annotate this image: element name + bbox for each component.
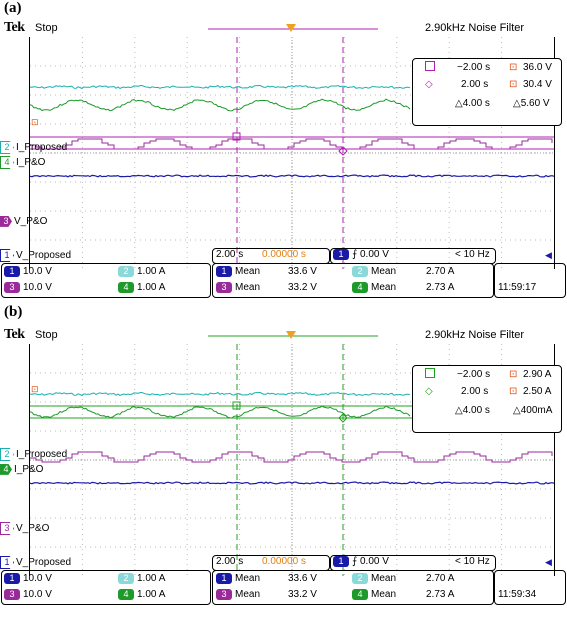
timebase[interactable]: 2.00 s bbox=[216, 556, 244, 567]
trigger-info[interactable]: 1 ⨍ 0.00 V bbox=[333, 248, 389, 262]
run-status[interactable]: Stop bbox=[35, 329, 58, 341]
cursor1-value: 36.0 V bbox=[523, 62, 552, 73]
cursor-square-marker bbox=[232, 401, 241, 410]
ref-marker-icon: ⊡ bbox=[31, 117, 39, 127]
scope-panel-a: Tek Stop 2.90kHz Noise Filter −2.00 s ⊡ … bbox=[0, 19, 567, 311]
trigger-level-arrow-icon: ◀ bbox=[545, 557, 552, 567]
ch2-scale: 2 1.00 A bbox=[118, 572, 165, 586]
scope-topbar: Tek Stop 2.90kHz Noise Filter bbox=[0, 19, 567, 37]
timeline-bar bbox=[208, 24, 378, 32]
scope-screen[interactable]: −2.00 s ⊡ 2.90 A ◇ 2.00 s ⊡ 2.50 A △4.00… bbox=[29, 344, 562, 576]
ch2-scale: 2 1.00 A bbox=[118, 265, 165, 279]
delay[interactable]: 0.00000 s bbox=[262, 249, 306, 260]
cursor1-time: −2.00 s bbox=[457, 369, 491, 380]
ch2-label: 2 I_Proposed bbox=[0, 141, 67, 154]
cursor2-value: 30.4 V bbox=[523, 79, 552, 90]
trigger-info[interactable]: 1 ⨍ 0.00 V bbox=[333, 555, 389, 569]
waveform-display bbox=[30, 37, 554, 269]
cursor-diamond-marker bbox=[338, 413, 348, 423]
ref-marker-icon: ⊡ bbox=[31, 384, 39, 394]
scope-topbar: Tek Stop 2.90kHz Noise Filter bbox=[0, 326, 567, 344]
clock-time: 11:59:17 bbox=[498, 282, 537, 293]
trigger-frequency: < 10 Hz bbox=[455, 249, 490, 260]
cursor-delta-value: △400mA bbox=[513, 405, 553, 416]
ch1-scale: 1 10.0 V bbox=[4, 265, 52, 279]
delay[interactable]: 0.00000 s bbox=[262, 556, 306, 567]
cursor-readout: −2.00 s ⊡ 2.90 A ◇ 2.00 s ⊡ 2.50 A △4.00… bbox=[412, 365, 562, 433]
cursor-readout: −2.00 s ⊡ 36.0 V ◇ 2.00 s ⊡ 30.4 V △4.00… bbox=[412, 58, 562, 126]
cursor1-square-icon bbox=[425, 61, 435, 71]
ch3-scale: 3 10.0 V bbox=[4, 588, 52, 602]
rising-edge-icon: ⨍ bbox=[352, 249, 358, 260]
trigger-position-icon bbox=[286, 24, 296, 32]
cursor1-square-icon bbox=[425, 368, 435, 378]
ch1-scale: 1 10.0 V bbox=[4, 572, 52, 586]
ch3-label: 3 V_P&O bbox=[0, 522, 49, 535]
ch2-mean: 2 Mean 2.70 A bbox=[352, 265, 454, 279]
trace-ch4 bbox=[30, 405, 411, 419]
trigger-frequency: < 10 Hz bbox=[455, 556, 490, 567]
ch1-label: 1 V_Proposed bbox=[0, 556, 71, 569]
trace-ch2 bbox=[30, 84, 411, 90]
trigger-level-arrow-icon: ◀ bbox=[545, 250, 552, 260]
cursor2-diamond-icon: ◇ bbox=[425, 79, 433, 90]
ch4-label: 4 I_P&O bbox=[0, 463, 43, 476]
timeline-bar bbox=[208, 331, 378, 339]
ch2-label: 2 I_Proposed bbox=[0, 448, 67, 461]
ch3-scale: 3 10.0 V bbox=[4, 281, 52, 295]
cursor-ch-icon: ⊡ bbox=[509, 386, 518, 397]
cursor1-value: 2.90 A bbox=[523, 369, 552, 380]
scope-panel-b: Tek Stop 2.90kHz Noise Filter −2.00 s ⊡ … bbox=[0, 326, 567, 618]
cursor2-diamond-icon: ◇ bbox=[425, 386, 433, 397]
cursor-delta-time: △4.00 s bbox=[455, 98, 490, 109]
cursor1-time: −2.00 s bbox=[457, 62, 491, 73]
ch4-scale: 4 1.00 A bbox=[118, 588, 165, 602]
ch3-label: 3 V_P&O bbox=[0, 215, 47, 228]
panel-b-label: (b) bbox=[4, 304, 23, 320]
cursor-ch-icon: ⊡ bbox=[509, 62, 518, 73]
cursor2-time: 2.00 s bbox=[461, 79, 489, 90]
trace-ch2 bbox=[30, 391, 411, 397]
ch4-scale: 4 1.00 A bbox=[118, 281, 165, 295]
ch1-mean: 1 Mean 33.6 V bbox=[216, 572, 317, 586]
measurement-frame bbox=[212, 263, 494, 298]
ch1-mean: 1 Mean 33.6 V bbox=[216, 265, 317, 279]
ch4-mean: 4 Mean 2.73 A bbox=[352, 281, 454, 295]
ch3-mean: 3 Mean 33.2 V bbox=[216, 588, 317, 602]
cursor2-time: 2.00 s bbox=[461, 386, 489, 397]
rising-edge-icon: ⨍ bbox=[352, 556, 358, 567]
trace-ch3 bbox=[30, 451, 553, 463]
trace-ch1 bbox=[30, 481, 554, 485]
trigger-position-icon bbox=[286, 331, 296, 339]
trace-ch4 bbox=[30, 98, 411, 112]
brand-logo: Tek bbox=[4, 20, 25, 35]
ch2-mean: 2 Mean 2.70 A bbox=[352, 572, 454, 586]
noise-filter-status[interactable]: 2.90kHz Noise Filter bbox=[425, 329, 525, 341]
cursor2-value: 2.50 A bbox=[523, 386, 552, 397]
noise-filter-status[interactable]: 2.90kHz Noise Filter bbox=[425, 22, 525, 34]
scale-frame bbox=[1, 263, 211, 298]
ch4-mean: 4 Mean 2.73 A bbox=[352, 588, 454, 602]
cursor-square-marker bbox=[232, 132, 241, 141]
ch3-mean: 3 Mean 33.2 V bbox=[216, 281, 317, 295]
run-status[interactable]: Stop bbox=[35, 22, 58, 34]
trace-ch1 bbox=[30, 174, 554, 178]
trace-ch3 bbox=[30, 138, 553, 150]
waveform-display bbox=[30, 344, 554, 576]
cursor-delta-value: △5.60 V bbox=[513, 98, 550, 109]
ch4-label: 4 I_P&O bbox=[0, 156, 45, 169]
panel-a-label: (a) bbox=[4, 0, 22, 16]
brand-logo: Tek bbox=[4, 327, 25, 342]
cursor-ch-icon: ⊡ bbox=[509, 79, 518, 90]
timebase[interactable]: 2.00 s bbox=[216, 249, 244, 260]
cursor-diamond-marker bbox=[338, 146, 348, 156]
cursor-delta-time: △4.00 s bbox=[455, 405, 490, 416]
ch1-label: 1 V_Proposed bbox=[0, 249, 71, 262]
cursor-ch-icon: ⊡ bbox=[509, 369, 518, 380]
clock-frame bbox=[494, 263, 566, 298]
scope-screen[interactable]: −2.00 s ⊡ 36.0 V ◇ 2.00 s ⊡ 30.4 V △4.00… bbox=[29, 37, 562, 269]
clock-time: 11:59:34 bbox=[498, 589, 537, 600]
